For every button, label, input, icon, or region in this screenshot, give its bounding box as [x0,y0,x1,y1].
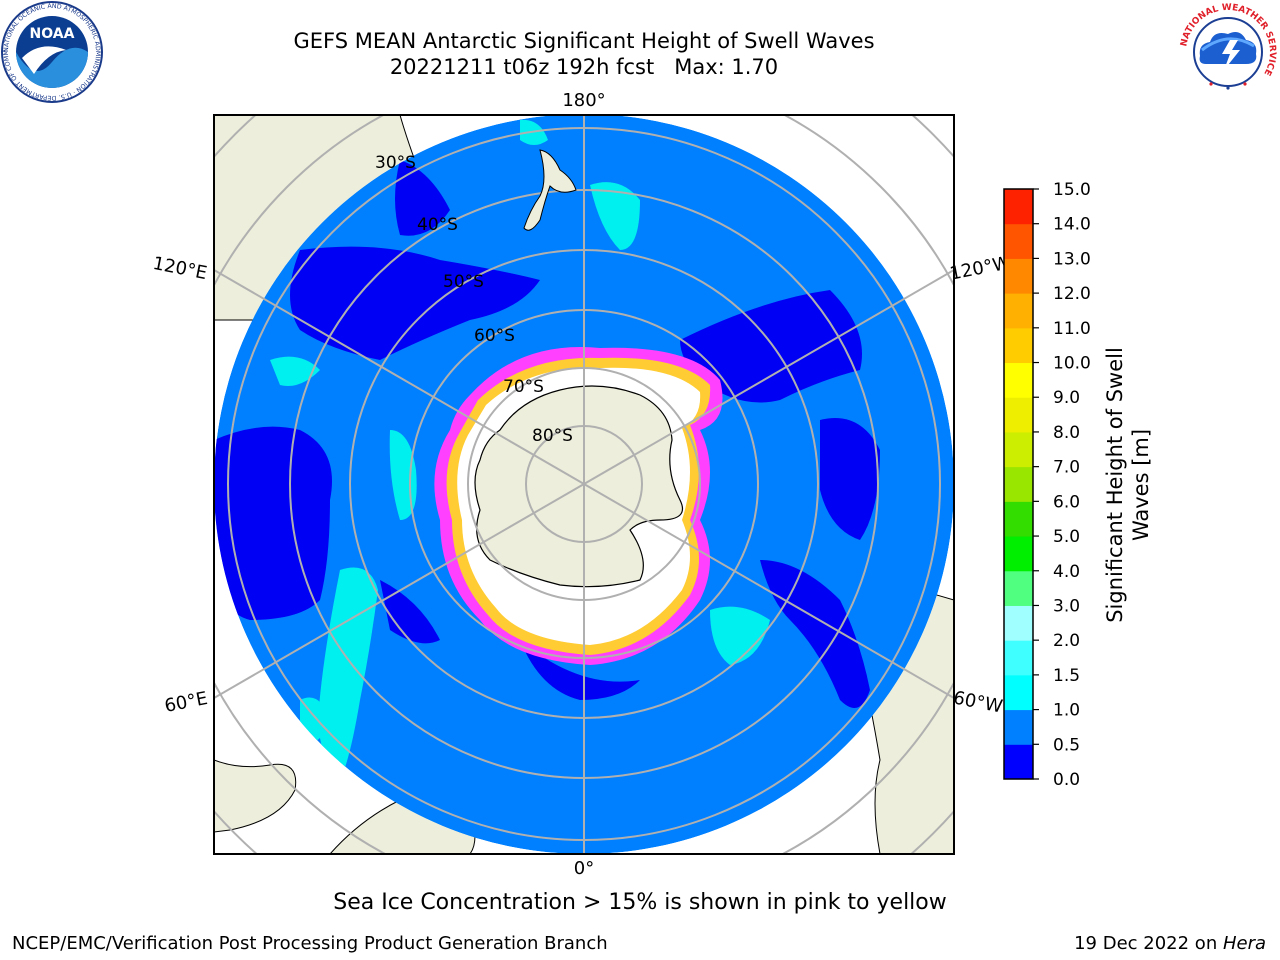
machine-name: Hera [1222,933,1266,954]
sea-ice-note: Sea Ice Concentration > 15% is shown in … [333,890,947,915]
date-text: 19 Dec 2022 on [1074,933,1223,954]
colorbar-swatch [1004,640,1033,676]
lon-label-180: 180° [562,90,605,111]
noaa-logo-text: NOAA [30,26,75,42]
colorbar-title: Significant Height of Swell Waves [m] [1102,347,1154,623]
colorbar-tick-label: 8.0 [1053,423,1080,443]
colorbar-swatch [1004,570,1033,606]
colorbar-tick-label: 7.0 [1053,458,1080,478]
colorbar-swatch [1004,223,1033,259]
colorbar-tick-label: 0.0 [1053,770,1080,790]
colorbar-title-line1: Significant Height of Swell [1103,347,1127,623]
nws-logo: NATIONAL WEATHER SERVICE [1178,2,1278,102]
chart-title-line1: GEFS MEAN Antarctic Significant Height o… [293,29,875,53]
lat-label-30s: 30°S [375,153,416,173]
colorbar-swatch [1004,327,1033,364]
colorbar-swatch [1004,709,1033,745]
colorbar-tick-label: 1.5 [1053,666,1080,686]
colorbar-tick-label: 12.0 [1053,284,1091,304]
chart-title-line2: 20221211 t06z 192h fcst Max: 1.70 [389,55,779,79]
lon-label-60w: 60°W [952,687,1005,717]
date-stamp: 19 Dec 2022 on Hera [1074,933,1266,954]
colorbar-swatch [1004,501,1033,537]
colorbar-tick-label: 10.0 [1053,354,1091,374]
colorbar-tick-label: 2.0 [1053,631,1080,651]
lon-label-0: 0° [574,858,594,879]
lat-label-80s: 80°S [532,426,573,446]
colorbar-swatch [1004,189,1033,225]
colorbar-tick-label: 14.0 [1053,215,1091,235]
colorbar-frame [1003,188,1034,780]
lon-label-60e: 60°E [163,688,209,717]
colorbar-swatch [1004,744,1033,780]
colorbar-swatch [1004,258,1033,294]
colorbar-swatch [1004,674,1033,711]
colorbar-title-line2: Waves [m] [1129,428,1153,542]
lat-label-60s: 60°S [474,326,515,346]
colorbar-tick-label: 3.0 [1053,596,1080,616]
colorbar-swatch [1004,431,1033,468]
colorbar-tick-label: 0.5 [1053,735,1080,755]
credit-text: NCEP/EMC/Verification Post Processing Pr… [12,933,608,954]
colorbar-tick-label: 11.0 [1053,319,1091,339]
noaa-logo: NATIONAL OCEANIC AND ATMOSPHERIC ADMINIS… [0,0,103,103]
lat-label-50s: 50°S [443,272,484,292]
lon-label-120e: 120°E [151,253,209,284]
colorbar-tick-label: 9.0 [1053,388,1080,408]
colorbar-tick-label: 5.0 [1053,527,1080,547]
lon-label-120w: 120°W [948,252,1012,284]
colorbar: 0.0 0.5 1.0 1.5 2.0 3.0 4.0 5.0 6.0 7.0 8.0 9.0 10.0… [1003,180,1091,790]
colorbar-swatch [1004,293,1033,329]
colorbar-swatch [1004,362,1033,398]
lat-label-40s: 40°S [417,215,458,235]
colorbar-swatch [1004,397,1033,433]
colorbar-tick-label: 6.0 [1053,492,1080,512]
colorbar-tick-label: 13.0 [1053,249,1091,269]
colorbar-tick-label: 4.0 [1053,562,1080,582]
colorbar-swatch [1004,605,1033,641]
lat-label-70s: 70°S [503,377,544,397]
colorbar-swatch [1004,466,1033,502]
colorbar-tick-label: 1.0 [1053,701,1080,721]
colorbar-tick-label: 15.0 [1053,180,1091,200]
colorbar-swatch [1004,536,1033,572]
